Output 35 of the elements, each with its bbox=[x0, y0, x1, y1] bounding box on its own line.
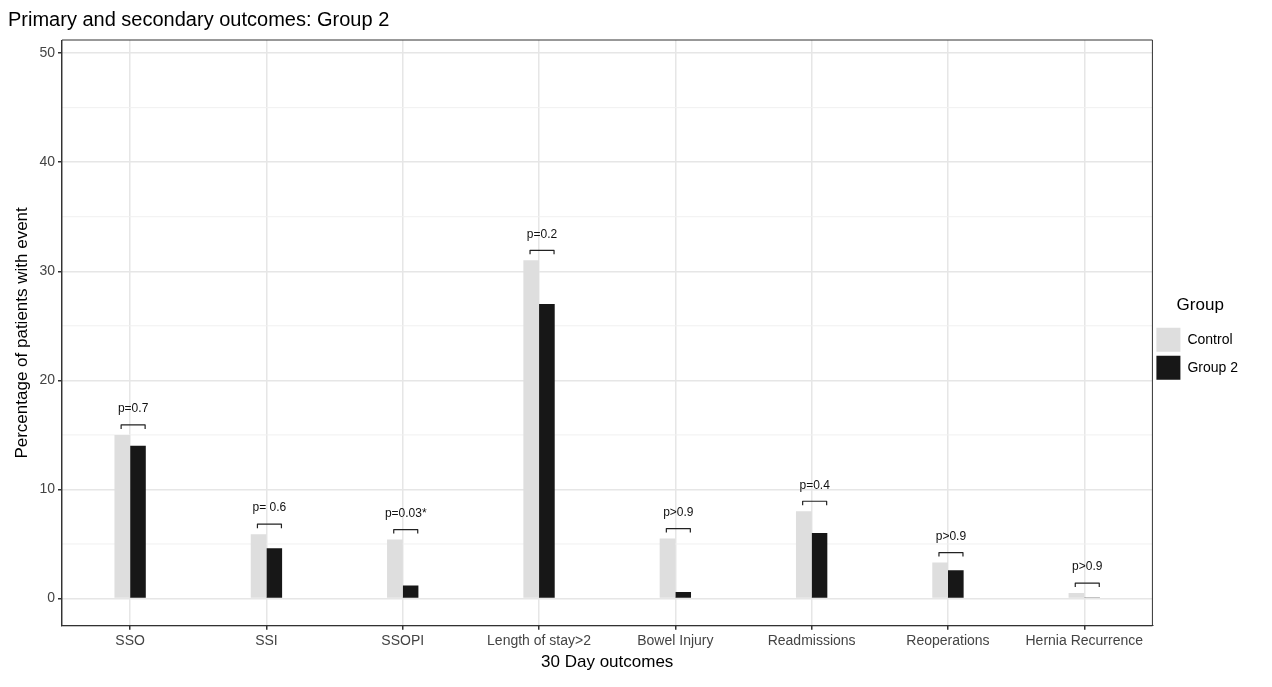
bar bbox=[811, 533, 828, 598]
annotation: p=0.7 bbox=[117, 401, 149, 416]
y-tick-label: 40 bbox=[39, 153, 56, 170]
annotation: p=0.03* bbox=[384, 505, 427, 520]
x-tick-label: SSOPI bbox=[381, 632, 425, 649]
bar bbox=[947, 570, 964, 598]
x-tick-label: Length of stay>2 bbox=[487, 632, 592, 649]
x-tick-label: Readmissions bbox=[767, 632, 856, 649]
x-tick-label: Bowel Injury bbox=[637, 632, 714, 649]
y-tick-label: 0 bbox=[47, 589, 56, 606]
annotation: p= 0.6 bbox=[252, 500, 287, 515]
legend-label: Group 2 bbox=[1187, 358, 1239, 375]
bar bbox=[675, 591, 692, 598]
x-tick-label: SSO bbox=[115, 632, 146, 649]
x-tick-label: Reoperations bbox=[906, 632, 990, 649]
bar bbox=[402, 585, 419, 598]
legend-title: Group bbox=[1176, 295, 1224, 315]
x-axis-title: 30 Day outcomes bbox=[541, 652, 674, 672]
y-axis-title: Percentage of patients with event bbox=[11, 206, 31, 459]
annotation: p=0.4 bbox=[799, 477, 831, 492]
annotation: p>0.9 bbox=[935, 528, 967, 543]
y-tick-label: 10 bbox=[39, 480, 56, 497]
y-tick-label: 20 bbox=[39, 371, 56, 388]
bar bbox=[539, 303, 555, 598]
bar bbox=[266, 548, 283, 598]
y-tick-label: 30 bbox=[39, 262, 56, 279]
y-tick-label: 50 bbox=[39, 43, 56, 60]
x-tick-label: SSI bbox=[255, 632, 278, 649]
annotation: p>0.9 bbox=[663, 504, 694, 519]
annotation: p=0.2 bbox=[526, 226, 558, 241]
bar bbox=[130, 445, 146, 598]
chart-title: Primary and secondary outcomes: Group 2 bbox=[8, 7, 390, 30]
x-tick-label: Hernia Recurrence bbox=[1025, 632, 1144, 649]
legend-label: Control bbox=[1187, 330, 1233, 347]
annotation: p>0.9 bbox=[1072, 559, 1103, 574]
